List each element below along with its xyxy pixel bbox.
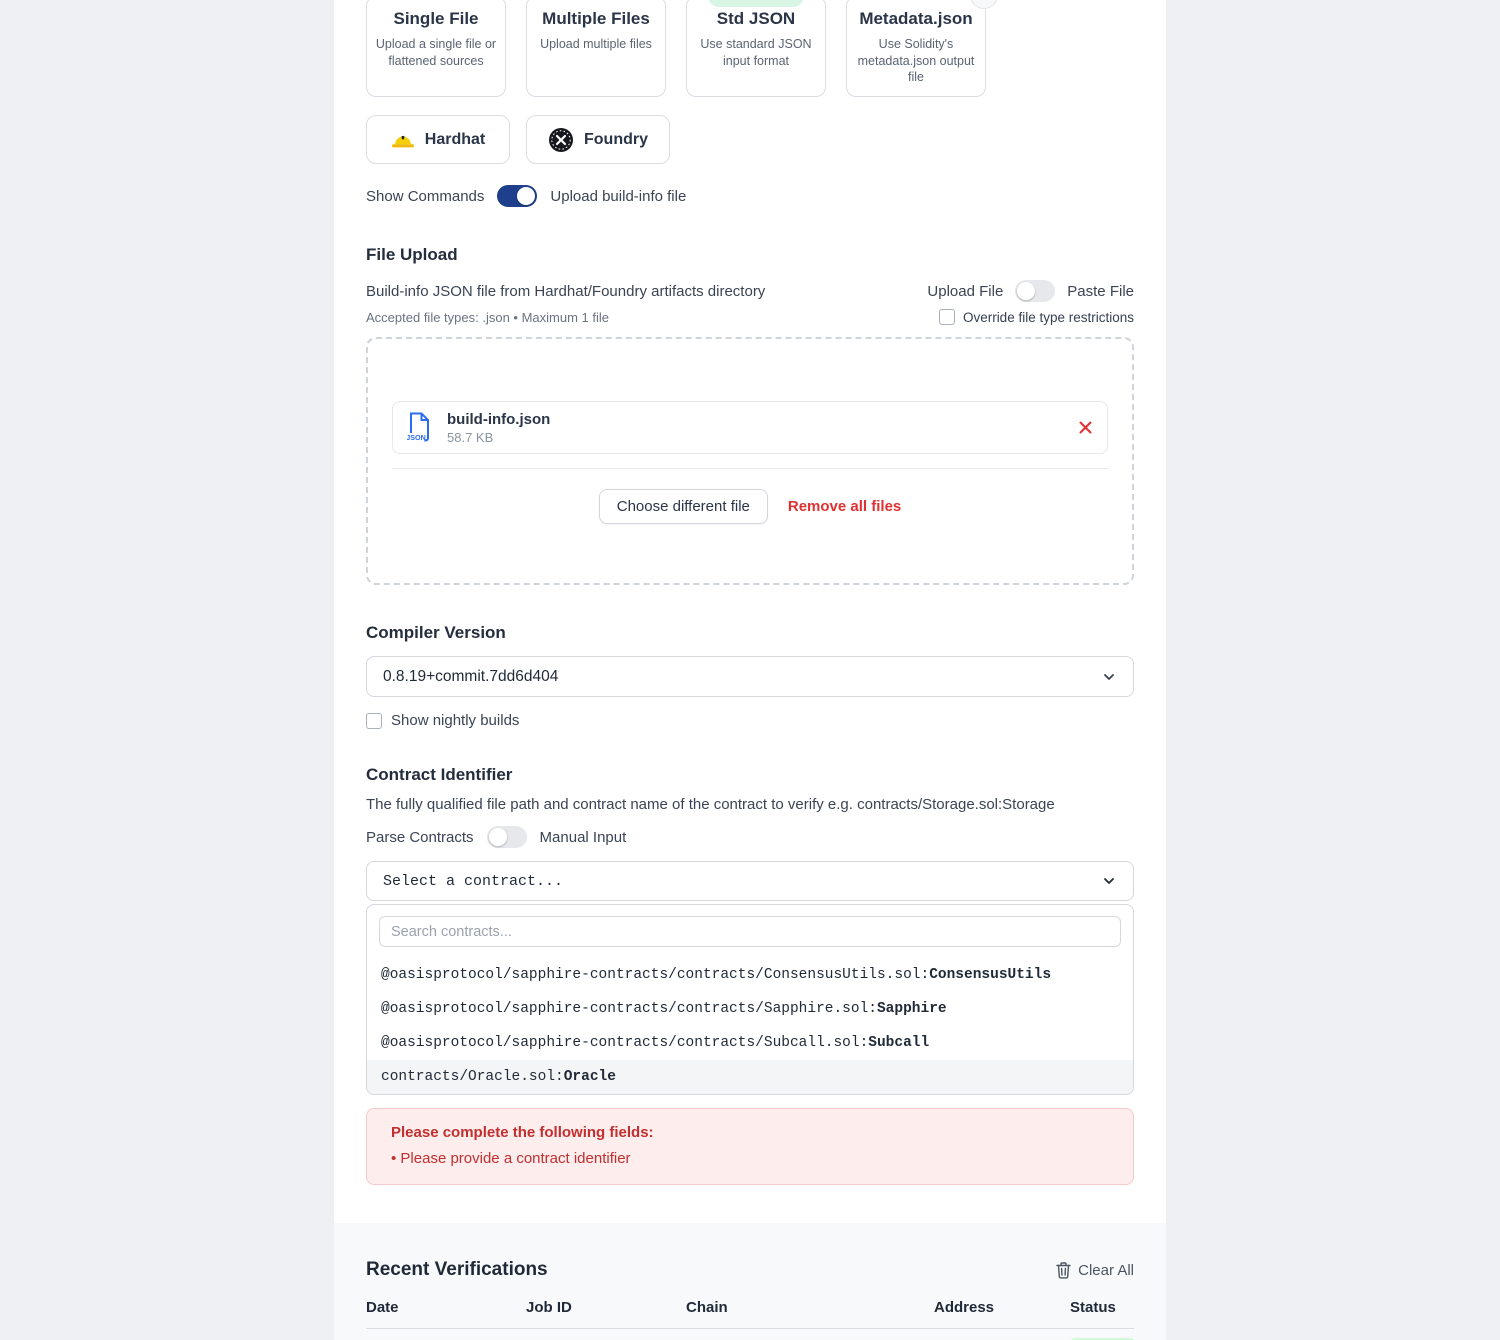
col-header-status: Status (1070, 1299, 1134, 1329)
override-checkbox[interactable] (938, 309, 955, 325)
trash-icon (1056, 1261, 1071, 1279)
commands-mode-toggle[interactable] (497, 185, 538, 207)
svg-text:JSON: JSON (407, 433, 426, 442)
card-single-file[interactable]: Single File Upload a single file or flat… (366, 0, 506, 97)
framework-buttons: Hardhat Foundry (366, 115, 1134, 164)
option-name: Sapphire (876, 1001, 947, 1017)
clear-all-label: Clear All (1078, 1261, 1134, 1279)
contract-option-subcall[interactable]: @oasisprotocol/sapphire-contracts/contra… (367, 1026, 1133, 1060)
remove-all-files-button[interactable]: Remove all files (787, 498, 902, 515)
contract-dropdown: @oasisprotocol/sapphire-contracts/contra… (366, 904, 1134, 1095)
hardhat-label: Hardhat (424, 130, 486, 148)
upload-build-info-label: Upload build-info file (550, 187, 687, 205)
option-name: Subcall (868, 1035, 930, 1051)
error-title: Please complete the following fields: (391, 1124, 654, 1141)
help-glyph: i (983, 0, 986, 3)
contract-select-value: Select a contract... (383, 872, 564, 890)
card-title: Multiple Files (542, 9, 650, 28)
upload-paste-toggle[interactable] (1015, 280, 1056, 302)
remove-file-icon[interactable] (1078, 420, 1093, 435)
nightly-builds-checkbox[interactable] (366, 712, 382, 729)
card-desc: Upload multiple files (540, 37, 652, 51)
option-name: Oracle (563, 1069, 616, 1085)
foundry-label: Foundry (584, 130, 648, 148)
uploaded-file-card: JSON build-info.json 58.7 KB (392, 401, 1108, 454)
contract-identifier-description: The fully qualified file path and contra… (366, 796, 1055, 813)
verify-page: Single File Upload a single file or flat… (334, 0, 1166, 1340)
table-row: 11:34 AM (Europe/Ljubljana) 64ca4aa7...f… (366, 1329, 1135, 1340)
recommended-badge (708, 0, 804, 7)
json-file-icon: JSON (407, 412, 431, 443)
format-cards: Single File Upload a single file or flat… (366, 0, 1134, 97)
card-desc: Use Solidity's metadata.json output file (857, 37, 975, 84)
manual-input-label: Manual Input (539, 828, 627, 846)
choose-different-file-button[interactable]: Choose different file (598, 489, 768, 524)
col-header-date: Date (366, 1299, 526, 1329)
compiler-version-select[interactable]: 0.8.19+commit.7dd6d404 (366, 656, 1134, 697)
contract-search-input[interactable] (379, 916, 1121, 947)
hardhat-icon (391, 130, 415, 149)
row-job-id-link[interactable]: 64ca4aa7...fb (526, 1338, 619, 1340)
recent-verifications-section: Recent Verifications Clear All (334, 1223, 1166, 1340)
upload-file-label: Upload File (927, 282, 1004, 300)
clear-all-button[interactable]: Clear All (1056, 1262, 1134, 1279)
commands-toggle-row: Show Commands Upload build-info file (366, 185, 1134, 207)
option-path: @oasisprotocol/sapphire-contracts/contra… (381, 1001, 877, 1017)
col-header-address: Address (934, 1299, 1070, 1329)
error-item: • Please provide a contract identifier (391, 1150, 631, 1167)
file-upload-heading: File Upload (366, 245, 458, 264)
card-metadata-json[interactable]: i Metadata.json Use Solidity's metadata.… (846, 0, 998, 97)
toggle-knob (517, 187, 536, 205)
foundry-button[interactable]: Foundry (526, 115, 670, 164)
card-title: Std JSON (716, 9, 796, 28)
option-path: contracts/Oracle.sol: (381, 1069, 564, 1085)
card-title: Single File (393, 9, 479, 28)
row-chain: Oasis Sapphire Testnet (23295) (686, 1338, 897, 1340)
status-badge: Verified (1070, 1338, 1135, 1340)
verifications-table: Date Job ID Chain Address Status 11:34 A… (366, 1299, 1135, 1340)
recent-verifications-heading: Recent Verifications (366, 1259, 548, 1280)
foundry-icon (548, 127, 574, 153)
option-path: @oasisprotocol/sapphire-contracts/contra… (381, 1035, 869, 1051)
contract-option-consensusutils[interactable]: @oasisprotocol/sapphire-contracts/contra… (367, 958, 1133, 992)
col-header-chain: Chain (686, 1299, 934, 1329)
parse-contracts-label: Parse Contracts (366, 828, 474, 846)
card-multiple-files[interactable]: Multiple Files Upload multiple files (526, 0, 666, 97)
card-desc: Upload a single file or flattened source… (375, 37, 497, 68)
contract-option-sapphire[interactable]: @oasisprotocol/sapphire-contracts/contra… (367, 992, 1133, 1026)
col-header-job-id: Job ID (526, 1299, 686, 1329)
contract-select[interactable]: Select a contract... (366, 861, 1134, 901)
file-dropzone[interactable]: JSON build-info.json 58.7 KB (366, 337, 1134, 585)
toggle-knob (1017, 282, 1036, 300)
card-desc: Use standard JSON input format (700, 37, 812, 68)
option-name: ConsensusUtils (929, 967, 1052, 983)
contract-option-oracle[interactable]: contracts/Oracle.sol: Oracle (367, 1060, 1133, 1094)
compiler-version-heading: Compiler Version (366, 623, 506, 642)
nightly-builds-label: Show nightly builds (391, 712, 520, 729)
override-label: Override file type restrictions (962, 309, 1134, 325)
toggle-knob (488, 828, 507, 846)
hardhat-button[interactable]: Hardhat (366, 115, 510, 164)
file-upload-description: Build-info JSON file from Hardhat/Foundr… (366, 282, 766, 300)
compiler-version-value: 0.8.19+commit.7dd6d404 (383, 667, 559, 685)
contract-identifier-heading: Contract Identifier (366, 765, 513, 784)
help-icon[interactable]: i (970, 0, 998, 9)
dropzone-divider (392, 468, 1108, 469)
file-size: 58.7 KB (447, 429, 494, 445)
chevron-down-icon (1101, 873, 1117, 889)
option-path: @oasisprotocol/sapphire-contracts/contra… (381, 967, 930, 983)
row-address: 0xfa34...36Cb (934, 1338, 1027, 1340)
chevron-down-icon (1101, 669, 1117, 685)
card-title: Metadata.json (859, 9, 973, 28)
paste-file-label: Paste File (1067, 282, 1134, 300)
file-name: build-info.json (447, 410, 551, 428)
parse-manual-toggle[interactable] (486, 826, 527, 848)
card-std-json[interactable]: Std JSON Use standard JSON input format (686, 0, 826, 97)
validation-error-box: Please complete the following fields: • … (366, 1108, 1134, 1185)
show-commands-label: Show Commands (366, 187, 485, 205)
accepted-types-text: Accepted file types: .json • Maximum 1 f… (366, 309, 609, 325)
